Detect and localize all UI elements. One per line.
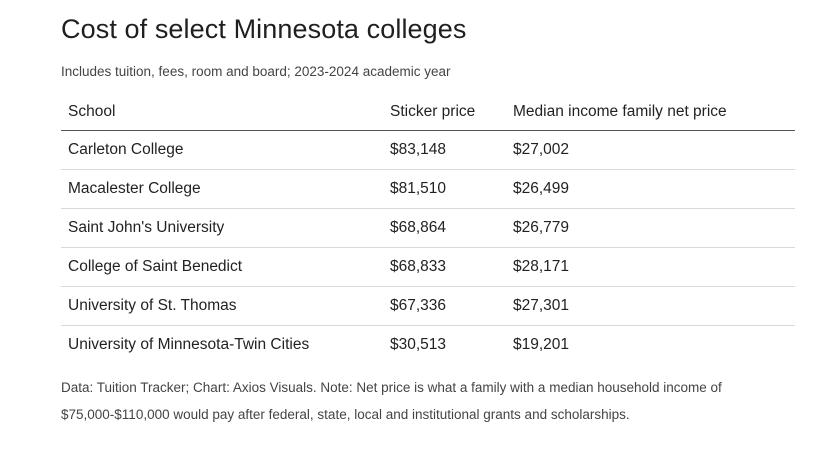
table-row: Saint John's University $68,864 $26,779 [61, 208, 795, 248]
net-price-cell: $26,499 [506, 169, 795, 209]
footnote-line-1: Data: Tuition Tracker; Chart: Axios Visu… [61, 380, 722, 395]
net-price-cell: $26,779 [506, 208, 795, 248]
school-name-cell: University of St. Thomas [61, 286, 383, 326]
sticker-price-cell: $68,864 [383, 208, 506, 248]
footnote-line-2: $75,000-$110,000 would pay after federal… [61, 407, 630, 422]
column-header-school: School [61, 93, 383, 131]
source-footnote: Data: Tuition Tracker; Chart: Axios Visu… [61, 374, 795, 428]
sticker-price-cell: $68,833 [383, 247, 506, 287]
chart-title: Cost of select Minnesota colleges [61, 14, 467, 44]
column-header-sticker-price: Sticker price [383, 93, 506, 131]
school-name-cell: College of Saint Benedict [61, 247, 383, 287]
school-name-cell: Macalester College [61, 169, 383, 209]
sticker-price-cell: $30,513 [390, 336, 447, 353]
net-price-cell: $19,201 [513, 336, 570, 353]
sticker-price-cell: $83,148 [383, 130, 506, 170]
chart-subtitle: Includes tuition, fees, room and board; … [61, 64, 451, 79]
net-price-cell: $28,171 [506, 247, 795, 287]
net-price-cell: $27,301 [506, 286, 795, 326]
column-header-net-price: Median income family net price [506, 93, 795, 131]
school-name-cell: University of Minnesota-Twin Cities [68, 336, 310, 353]
table-row: College of Saint Benedict $68,833 $28,17… [61, 247, 795, 287]
table-row: University of St. Thomas $67,336 $27,301 [61, 286, 795, 326]
table-row: Carleton College $83,148 $27,002 [61, 130, 795, 170]
school-name-cell: Carleton College [61, 130, 383, 170]
sticker-price-cell: $67,336 [383, 286, 506, 326]
table-row: University of Minnesota-Twin Cities $30,… [61, 326, 795, 365]
header-row: School Sticker price Median income famil… [61, 93, 795, 131]
net-price-cell: $27,002 [506, 130, 795, 170]
sticker-price-cell: $81,510 [383, 169, 506, 209]
data-table: School Sticker price Median income famil… [61, 93, 795, 364]
table-row: Macalester College $81,510 $26,499 [61, 169, 795, 209]
school-name-cell: Saint John's University [61, 208, 383, 248]
